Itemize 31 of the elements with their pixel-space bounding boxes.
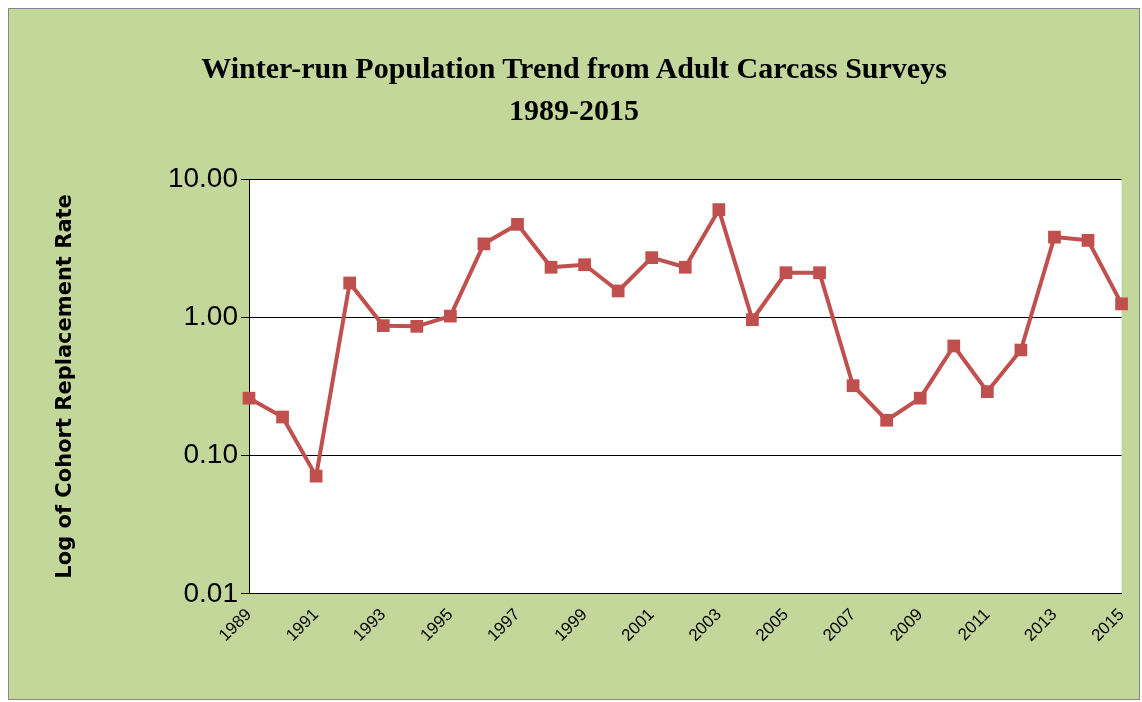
point: [678, 260, 692, 274]
point: [1048, 230, 1061, 244]
point: [410, 319, 424, 333]
y-tick-label: 10.00: [167, 161, 238, 193]
point: [980, 385, 994, 398]
point: [477, 237, 491, 251]
point: [645, 251, 659, 264]
y-tick-label: 0.01: [183, 576, 238, 608]
chart-title: Winter-run Population Trend from Adult Carcass Surveys 1989-2015: [200, 50, 948, 128]
point: [947, 339, 961, 353]
point: [511, 217, 524, 231]
point: [779, 266, 793, 280]
point: [578, 258, 591, 272]
point: [242, 391, 256, 405]
point: [376, 319, 390, 333]
point: [276, 410, 289, 424]
point: [846, 379, 860, 393]
point: [1081, 233, 1095, 247]
point: [544, 260, 558, 274]
y-axis-title: Log of Cohort Replacement Rate: [52, 194, 77, 579]
point: [444, 309, 457, 323]
point: [746, 313, 759, 327]
point: [1115, 297, 1128, 311]
point: [343, 276, 357, 290]
point: [813, 266, 826, 280]
point: [913, 391, 927, 405]
point: [611, 284, 625, 298]
point: [880, 413, 894, 427]
y-tick-label: 1.00: [183, 300, 238, 331]
point: [712, 203, 726, 217]
y-tick-label: 0.10: [183, 438, 238, 470]
